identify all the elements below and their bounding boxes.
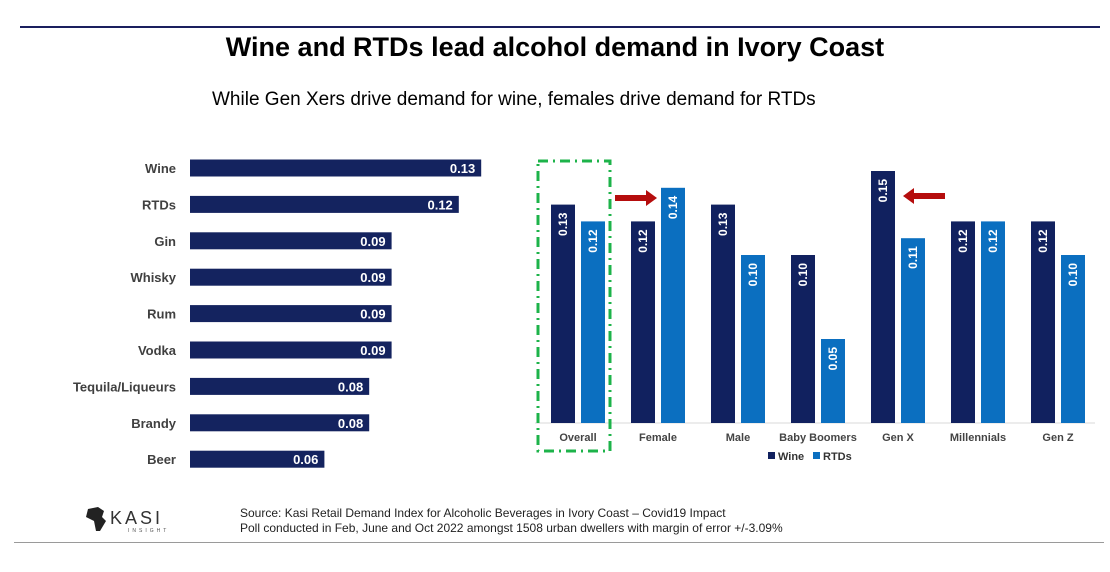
- top-divider: [20, 26, 1100, 28]
- bottom-divider: [14, 542, 1104, 543]
- bar-beer: [190, 450, 325, 468]
- source-line-2: Poll conducted in Feb, June and Oct 2022…: [240, 521, 783, 535]
- data-label: 0.05: [826, 347, 840, 371]
- data-label: 0.10: [746, 263, 760, 287]
- kasi-logo: KASI INSIGHT: [82, 505, 192, 534]
- legend-swatch-wine: [768, 452, 775, 459]
- bar-wine-millennials: [951, 221, 975, 423]
- bar-wine-gen-x: [871, 171, 895, 423]
- data-label: 0.09: [360, 270, 385, 285]
- category-label: Beer: [147, 452, 176, 467]
- data-label: 0.12: [986, 229, 1000, 253]
- data-label: 0.09: [360, 343, 385, 358]
- bar-wine-gen-z: [1031, 221, 1055, 423]
- svg-text:INSIGHT: INSIGHT: [128, 528, 169, 533]
- category-label: RTDs: [142, 197, 176, 212]
- bar-rtds-gen-z: [1061, 255, 1085, 423]
- page-title: Wine and RTDs lead alcohol demand in Ivo…: [225, 32, 885, 62]
- data-label: 0.12: [586, 229, 600, 253]
- category-label: Millennials: [950, 432, 1006, 444]
- bar-rtds-millennials: [981, 221, 1005, 423]
- data-label: 0.08: [338, 416, 363, 431]
- category-label: Brandy: [131, 416, 177, 431]
- category-label: Gin: [154, 234, 176, 249]
- data-label: 0.08: [338, 379, 363, 394]
- category-label: Gen X: [882, 432, 914, 444]
- source-note: Source: Kasi Retail Demand Index for Alc…: [240, 506, 783, 536]
- category-label: Gen Z: [1042, 432, 1073, 444]
- data-label: 0.13: [556, 212, 570, 236]
- data-label: 0.09: [360, 307, 385, 322]
- data-label: 0.14: [666, 195, 680, 219]
- category-label: Rum: [147, 307, 176, 322]
- data-label: 0.06: [293, 452, 318, 467]
- bar-wine-female: [631, 221, 655, 423]
- bar-rum: [190, 305, 392, 323]
- source-line-1: Source: Kasi Retail Demand Index for Alc…: [240, 506, 726, 520]
- page-subtitle: While Gen Xers drive demand for wine, fe…: [212, 89, 816, 110]
- data-label: 0.15: [876, 179, 890, 203]
- bar-vodka: [190, 341, 392, 359]
- legend-label-rtds: RTDs: [823, 451, 852, 463]
- data-label: 0.12: [427, 197, 452, 212]
- data-label: 0.13: [716, 212, 730, 236]
- data-label: 0.09: [360, 234, 385, 249]
- category-label: Tequila/Liqueurs: [73, 379, 176, 394]
- arrow-right-icon: [615, 190, 657, 206]
- legend-swatch-rtds: [813, 452, 820, 459]
- data-label: 0.12: [956, 229, 970, 253]
- category-label: Female: [639, 432, 677, 444]
- bar-rtds-baby-boomers: [821, 339, 845, 423]
- data-label: 0.10: [796, 263, 810, 287]
- bar-brandy: [190, 414, 370, 432]
- bar-rtds: [190, 195, 459, 213]
- category-label: Baby Boomers: [779, 432, 857, 444]
- bar-wine: [190, 159, 482, 177]
- bar-rtds-female: [661, 187, 685, 423]
- category-label: Wine: [145, 161, 176, 176]
- data-label: 0.11: [906, 246, 920, 269]
- bar-tequila-liqueurs: [190, 377, 370, 395]
- category-label: Vodka: [138, 343, 177, 358]
- data-label: 0.13: [450, 161, 475, 176]
- bar-wine-overall: [551, 204, 575, 423]
- arrow-left-icon: [903, 188, 945, 204]
- bar-whisky: [190, 268, 392, 286]
- bar-rtds-male: [741, 255, 765, 423]
- bar-rtds-gen-x: [901, 238, 925, 423]
- data-label: 0.12: [1036, 229, 1050, 253]
- data-label: 0.12: [636, 229, 650, 253]
- category-label: Whisky: [130, 270, 176, 285]
- bar-rtds-overall: [581, 221, 605, 423]
- bar-wine-male: [711, 204, 735, 423]
- legend-label-wine: Wine: [778, 451, 804, 463]
- data-label: 0.10: [1066, 263, 1080, 287]
- svg-text:KASI: KASI: [110, 508, 163, 528]
- bar-wine-baby-boomers: [791, 255, 815, 423]
- category-label: Overall: [559, 432, 596, 444]
- highlight-box-overall: [536, 159, 612, 453]
- category-label: Male: [726, 432, 750, 444]
- bar-gin: [190, 232, 392, 250]
